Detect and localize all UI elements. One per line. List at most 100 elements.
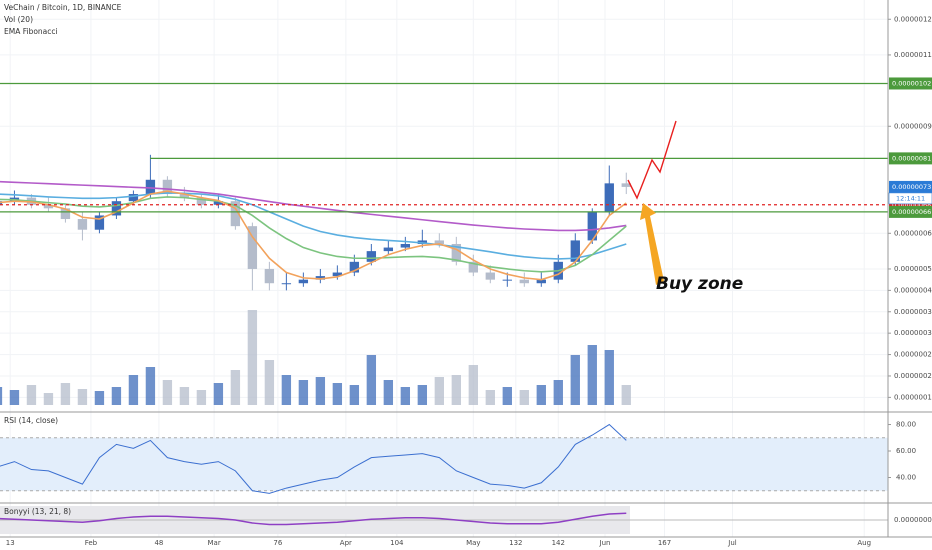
annotation: Buy zone	[656, 274, 743, 294]
volume-bar	[468, 365, 478, 405]
x-tick-label: 142	[552, 539, 565, 547]
volume-bar	[0, 387, 3, 405]
price-tag: 0.00000102	[892, 79, 931, 87]
rsi-tick-label: 80.00	[896, 421, 916, 429]
x-tick-label: Feb	[85, 539, 98, 547]
buy-arrow	[640, 203, 664, 285]
volume-bar	[179, 387, 190, 405]
x-tick-label: Jul	[727, 539, 737, 547]
x-tick-label: 132	[509, 539, 522, 547]
volume-bar	[281, 375, 292, 405]
candle-body	[128, 194, 139, 202]
volume-bar	[570, 355, 580, 405]
candle-body	[349, 261, 360, 273]
last-price-tag: 0.00000073	[892, 183, 931, 191]
volume-bar	[247, 310, 258, 405]
candle-body	[94, 215, 105, 230]
volume-bar	[111, 387, 122, 405]
candle-body	[485, 272, 495, 280]
candle-body	[519, 279, 529, 284]
candle-body	[604, 183, 614, 212]
price-tag: 0.00000081	[892, 154, 931, 162]
ema-line	[0, 190, 627, 281]
x-tick-label: 104	[390, 539, 404, 547]
rsi-line	[0, 423, 627, 494]
volume-bar	[621, 385, 631, 405]
price-tag-bg	[889, 152, 932, 165]
price-tag-bg	[889, 205, 932, 218]
last-price-tag-bg	[889, 180, 932, 193]
oscillator-tick-label: 0.00000000	[894, 516, 932, 524]
x-tick-label: May	[466, 539, 480, 547]
candle-body	[213, 201, 224, 205]
y-tick-label: 0.00000014	[894, 393, 932, 401]
candle-body	[77, 219, 88, 230]
volume-bar	[485, 390, 495, 405]
candle-body	[502, 279, 512, 281]
volume-bar	[43, 393, 54, 405]
x-tick-label: Aug	[857, 539, 871, 547]
candle-body	[162, 179, 173, 195]
candle-body	[281, 283, 292, 285]
candle-body	[196, 197, 207, 205]
volume-bar	[213, 383, 224, 405]
x-tick-label: Mar	[208, 539, 221, 547]
volume-bar	[400, 387, 411, 405]
volume-bar	[451, 375, 461, 405]
y-tick-label: 0.00000026	[894, 351, 932, 359]
volume-bar	[536, 385, 546, 405]
volume-bar	[366, 355, 377, 405]
candle-body	[383, 247, 394, 252]
x-tick-label: 167	[658, 539, 671, 547]
countdown-bg	[888, 192, 932, 205]
volume-bar	[553, 380, 563, 405]
candle-body	[570, 240, 580, 262]
indicator-label: EMA Fibonacci	[4, 27, 58, 36]
volume-bar	[604, 350, 614, 405]
volume-bar	[587, 345, 597, 405]
candle-body	[400, 243, 411, 248]
candle-body	[366, 251, 377, 262]
candle-body	[621, 183, 631, 187]
candle-body	[179, 194, 190, 198]
ema-line	[0, 180, 627, 232]
ema-line	[0, 196, 627, 273]
volume-bar	[230, 370, 241, 405]
y-tick-label: 0.00000038	[894, 308, 932, 316]
volume-bar	[196, 390, 207, 405]
candle-body	[536, 279, 546, 284]
volume-bar	[519, 390, 529, 405]
volume-bar	[145, 367, 156, 405]
volume-bar	[128, 375, 139, 405]
volume-bar	[60, 383, 71, 405]
ema-line	[0, 192, 627, 260]
indicator-label: Vol (20)	[4, 15, 33, 24]
rsi-tick-label: 60.00	[896, 447, 916, 455]
volume-bar	[417, 385, 428, 405]
candle-body	[247, 226, 258, 269]
x-tick-label: 76	[273, 539, 282, 547]
y-tick-label: 0.00000032	[894, 329, 932, 337]
candle-body	[587, 211, 597, 241]
price-tag: 0.00000066	[892, 208, 931, 216]
volume-bar	[77, 389, 88, 405]
candle-body	[434, 240, 444, 244]
candle-body	[111, 201, 122, 216]
volume-bar	[383, 380, 394, 405]
candle-body	[264, 268, 275, 284]
price-tag: 0.00000068	[892, 201, 931, 209]
projection-drawing	[627, 120, 677, 200]
volume-bar	[9, 390, 20, 405]
rsi-title: RSI (14, close)	[4, 416, 58, 425]
volume-bar	[26, 385, 37, 405]
candle-body	[298, 279, 309, 284]
volume-bar	[162, 380, 173, 405]
candle-body	[315, 276, 326, 280]
candle-body	[145, 179, 156, 195]
countdown: 12:14:11	[896, 194, 925, 202]
